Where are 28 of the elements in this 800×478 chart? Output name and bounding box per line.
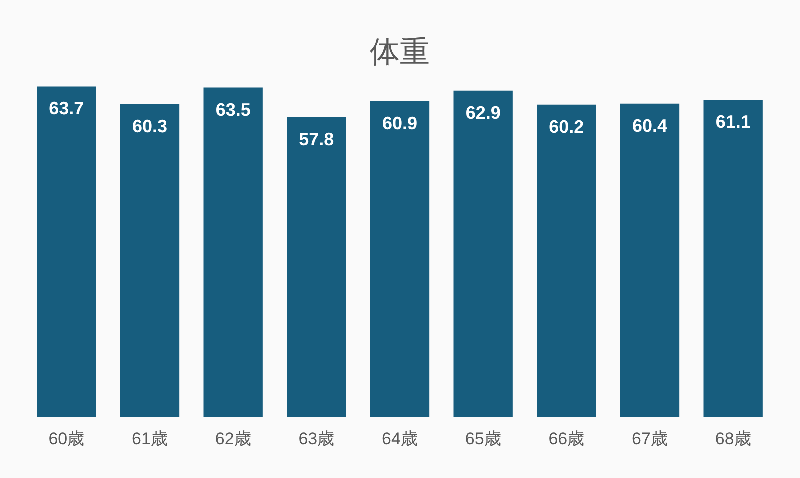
bar <box>537 104 596 417</box>
x-tick-label: 65歳 <box>465 430 502 448</box>
data-label: 57.8 <box>299 129 334 150</box>
data-label: 60.3 <box>132 116 168 136</box>
bar <box>370 101 430 417</box>
chart-title: 体重 <box>370 36 430 69</box>
x-tick-label: 68歳 <box>715 430 752 448</box>
x-tick-label: 60歳 <box>48 430 85 448</box>
x-tick-label: 64歳 <box>382 430 418 448</box>
x-tick-label: 66歳 <box>548 430 585 448</box>
bar <box>204 88 263 417</box>
data-label: 60.4 <box>632 116 668 136</box>
bar <box>37 86 96 417</box>
bar <box>454 90 513 417</box>
data-label: 63.5 <box>216 100 251 120</box>
data-label: 60.2 <box>549 116 584 137</box>
bar <box>620 104 680 417</box>
data-label: 60.9 <box>382 113 418 134</box>
x-tick-label: 62歳 <box>215 430 252 448</box>
bar <box>287 117 346 417</box>
data-label: 62.9 <box>466 102 501 123</box>
bar <box>120 104 180 417</box>
data-label: 61.1 <box>716 112 751 132</box>
data-label: 63.7 <box>49 98 84 119</box>
x-tick-label: 67歳 <box>632 430 668 448</box>
x-tick-label: 63歳 <box>298 430 335 448</box>
bar <box>704 100 763 417</box>
x-tick-label: 61歳 <box>132 430 168 448</box>
